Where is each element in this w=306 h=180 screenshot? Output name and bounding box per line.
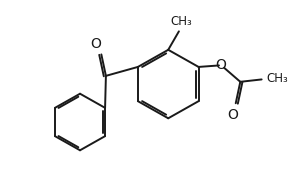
Text: O: O bbox=[227, 108, 238, 122]
Text: O: O bbox=[90, 37, 101, 51]
Text: CH₃: CH₃ bbox=[266, 72, 288, 85]
Text: O: O bbox=[215, 58, 226, 72]
Text: CH₃: CH₃ bbox=[170, 15, 192, 28]
